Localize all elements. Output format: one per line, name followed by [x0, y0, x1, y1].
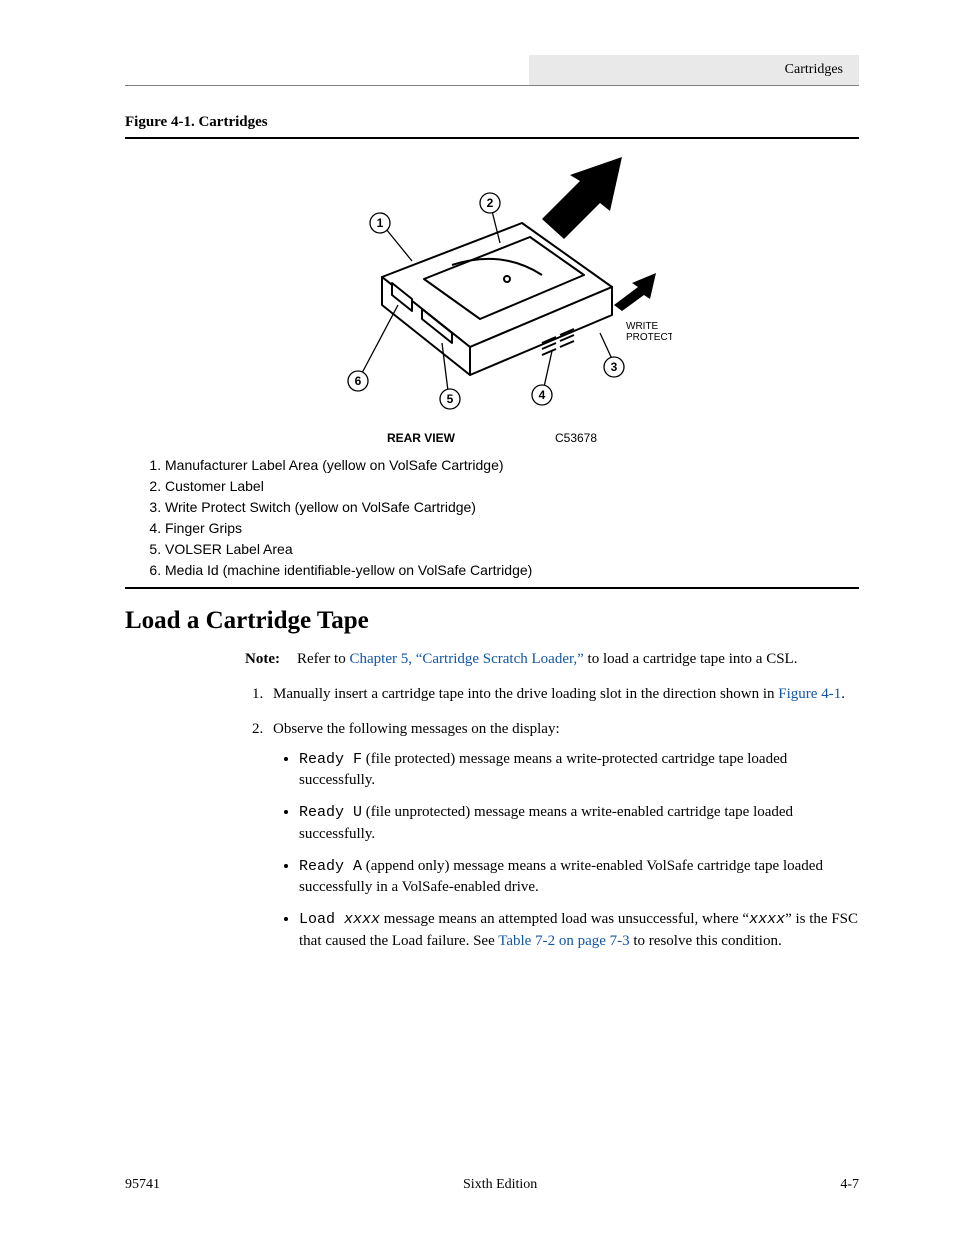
cartridge-body-icon	[382, 223, 612, 375]
figure-rule-top	[125, 137, 859, 139]
step-2-pre: Observe the following messages on the di…	[273, 721, 560, 737]
text-ready-f: (file protected) message means a write-p…	[299, 751, 787, 788]
page-footer: 95741 Sixth Edition 4-7	[125, 1177, 859, 1193]
callout-2: 2	[487, 196, 494, 210]
code-load: Load	[299, 911, 344, 928]
note-block: Note: Refer to Chapter 5, “Cartridge Scr…	[245, 649, 859, 669]
chapter-5-link[interactable]: Chapter 5, “Cartridge Scratch Loader,”	[349, 651, 583, 667]
figure-caption-row: REAR VIEW C53678	[125, 431, 859, 445]
figure-legend: Manufacturer Label Area (yellow on VolSa…	[125, 455, 859, 581]
note-label: Note:	[245, 649, 291, 669]
step-1-pre: Manually insert a cartridge tape into th…	[273, 686, 778, 702]
note-post: to load a cartridge tape into a CSL.	[584, 651, 798, 667]
write-protect-arrow-icon	[614, 273, 656, 311]
figure-diagram-wrapper: WRITE PROTECT 1 2 3 4	[125, 157, 859, 427]
code-ready-f: Ready F	[299, 751, 362, 768]
insert-direction-arrow-icon	[542, 157, 622, 239]
code-ready-a: Ready A	[299, 858, 362, 875]
text-ready-u: (file unprotected) message means a write…	[299, 804, 793, 841]
bullet-load-xxxx: Load xxxx message means an attempted loa…	[299, 909, 859, 951]
figure-rule-bottom	[125, 587, 859, 589]
step-1-post: .	[841, 686, 845, 702]
figure-title: Figure 4-1. Cartridges	[125, 114, 859, 131]
page: Cartridges Figure 4-1. Cartridges	[0, 0, 954, 1235]
header-section-box: Cartridges	[529, 55, 859, 85]
callout-6: 6	[355, 374, 362, 388]
legend-item: Customer Label	[165, 476, 859, 497]
callout-4: 4	[539, 388, 546, 402]
code-ready-u: Ready U	[299, 804, 362, 821]
text-ready-a: (append only) message means a write-enab…	[299, 858, 823, 895]
figure-4-1-link[interactable]: Figure 4-1	[778, 686, 841, 702]
legend-item: Write Protect Switch (yellow on VolSafe …	[165, 497, 859, 518]
text-load-var: xxxx	[749, 911, 785, 928]
note-pre: Refer to	[297, 651, 349, 667]
write-protect-label-1: WRITE	[626, 321, 659, 332]
callout-5: 5	[447, 392, 454, 406]
callout-3: 3	[611, 360, 618, 374]
header-section-label: Cartridges	[785, 62, 843, 78]
legend-item: Finger Grips	[165, 518, 859, 539]
bullet-ready-a: Ready A (append only) message means a wr…	[299, 856, 859, 898]
write-protect-label-2: PROTECT	[626, 332, 672, 343]
bullet-ready-u: Ready U (file unprotected) message means…	[299, 802, 859, 844]
steps-list: Manually insert a cartridge tape into th…	[245, 684, 859, 951]
footer-center: Sixth Edition	[463, 1177, 537, 1193]
bullet-ready-f: Ready F (file protected) message means a…	[299, 749, 859, 791]
rear-view-label: REAR VIEW	[387, 431, 455, 445]
code-load-var: xxxx	[344, 911, 380, 928]
step-1: Manually insert a cartridge tape into th…	[267, 684, 859, 704]
text-load-post: to resolve this condition.	[630, 933, 782, 949]
cartridge-diagram: WRITE PROTECT 1 2 3 4	[312, 157, 672, 427]
figure-code: C53678	[555, 431, 597, 445]
text-load-pre: message means an attempted load was unsu…	[380, 911, 749, 927]
legend-item: Manufacturer Label Area (yellow on VolSa…	[165, 455, 859, 476]
table-7-2-link[interactable]: Table 7-2 on page 7-3	[498, 933, 629, 949]
legend-item: Media Id (machine identifiable-yellow on…	[165, 560, 859, 581]
note-text: Refer to Chapter 5, “Cartridge Scratch L…	[297, 649, 797, 669]
step-2: Observe the following messages on the di…	[267, 719, 859, 951]
footer-left: 95741	[125, 1177, 160, 1193]
page-header: Cartridges	[125, 55, 859, 86]
message-list: Ready F (file protected) message means a…	[299, 749, 859, 951]
footer-right: 4-7	[840, 1177, 859, 1193]
legend-item: VOLSER Label Area	[165, 539, 859, 560]
callout-1: 1	[377, 216, 384, 230]
section-heading: Load a Cartridge Tape	[125, 607, 859, 635]
